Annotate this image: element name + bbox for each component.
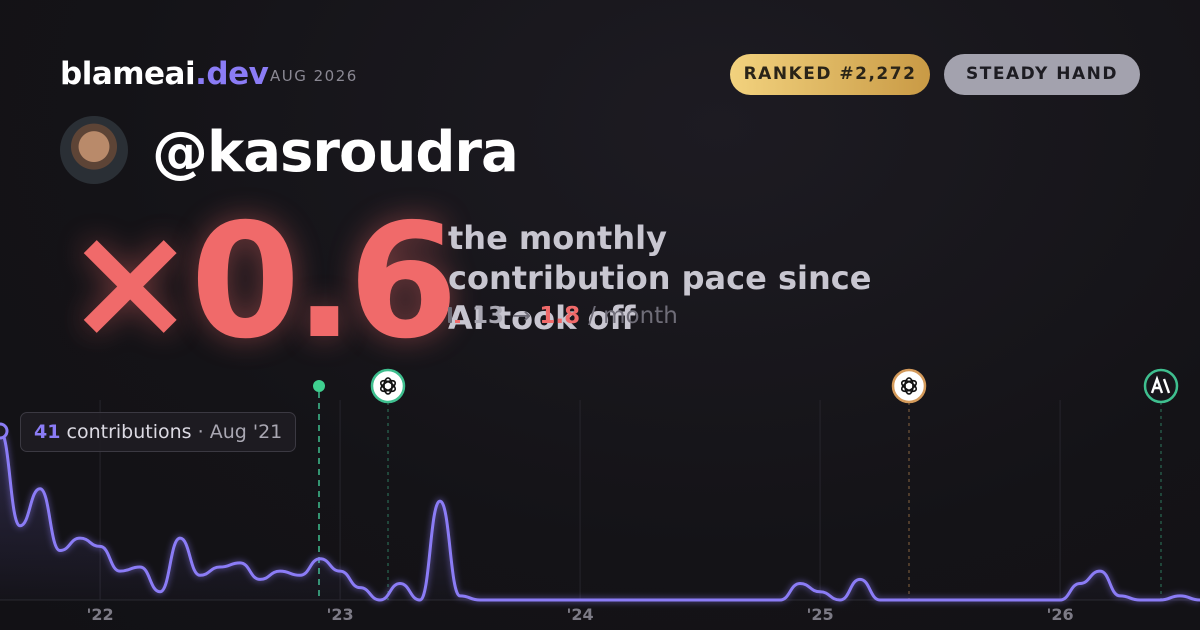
brand-tld: .dev bbox=[195, 56, 269, 92]
pace-before: 13 bbox=[472, 303, 505, 329]
tooltip-date: Aug '21 bbox=[209, 421, 283, 443]
openai-icon bbox=[370, 368, 406, 404]
openai-icon bbox=[891, 368, 927, 404]
event-dot bbox=[313, 380, 325, 392]
x-tick-label: '26 bbox=[1046, 605, 1073, 624]
avatar bbox=[60, 116, 128, 184]
tooltip-value: 41 bbox=[34, 421, 61, 443]
handle: @kasroudra bbox=[152, 120, 519, 185]
tooltip: 41 contributions · Aug '21 bbox=[20, 412, 297, 452]
pace-arrow: → bbox=[512, 303, 532, 329]
card-date: AUG 2026 bbox=[270, 67, 358, 85]
pace-after: 1.8 bbox=[539, 303, 581, 329]
brand-name: blameai bbox=[60, 56, 196, 92]
ai-events bbox=[313, 368, 1179, 600]
line bbox=[0, 429, 1200, 602]
rate-icon bbox=[448, 305, 462, 325]
pace-rate: 13 → 1.8 / month bbox=[448, 303, 678, 329]
tooltip-separator: · bbox=[197, 421, 204, 443]
multiplier: ×0.6 bbox=[64, 190, 458, 374]
style-badge: STEADY HAND bbox=[944, 54, 1140, 95]
brand: blameai.dev bbox=[60, 56, 269, 92]
pace-text: the monthly contribution pace since AI t… bbox=[448, 219, 872, 337]
x-tick-label: '24 bbox=[566, 605, 593, 624]
tooltip-label: contributions bbox=[66, 421, 192, 443]
x-tick-label: '23 bbox=[326, 605, 353, 624]
line-area bbox=[0, 431, 1200, 600]
hover-point bbox=[0, 422, 9, 440]
x-tick-label: '22 bbox=[86, 605, 113, 624]
anthropic-icon bbox=[1143, 368, 1179, 404]
pace-unit: / month bbox=[588, 303, 678, 329]
x-tick-label: '25 bbox=[806, 605, 833, 624]
rank-badge: RANKED #2,272 bbox=[730, 54, 930, 95]
